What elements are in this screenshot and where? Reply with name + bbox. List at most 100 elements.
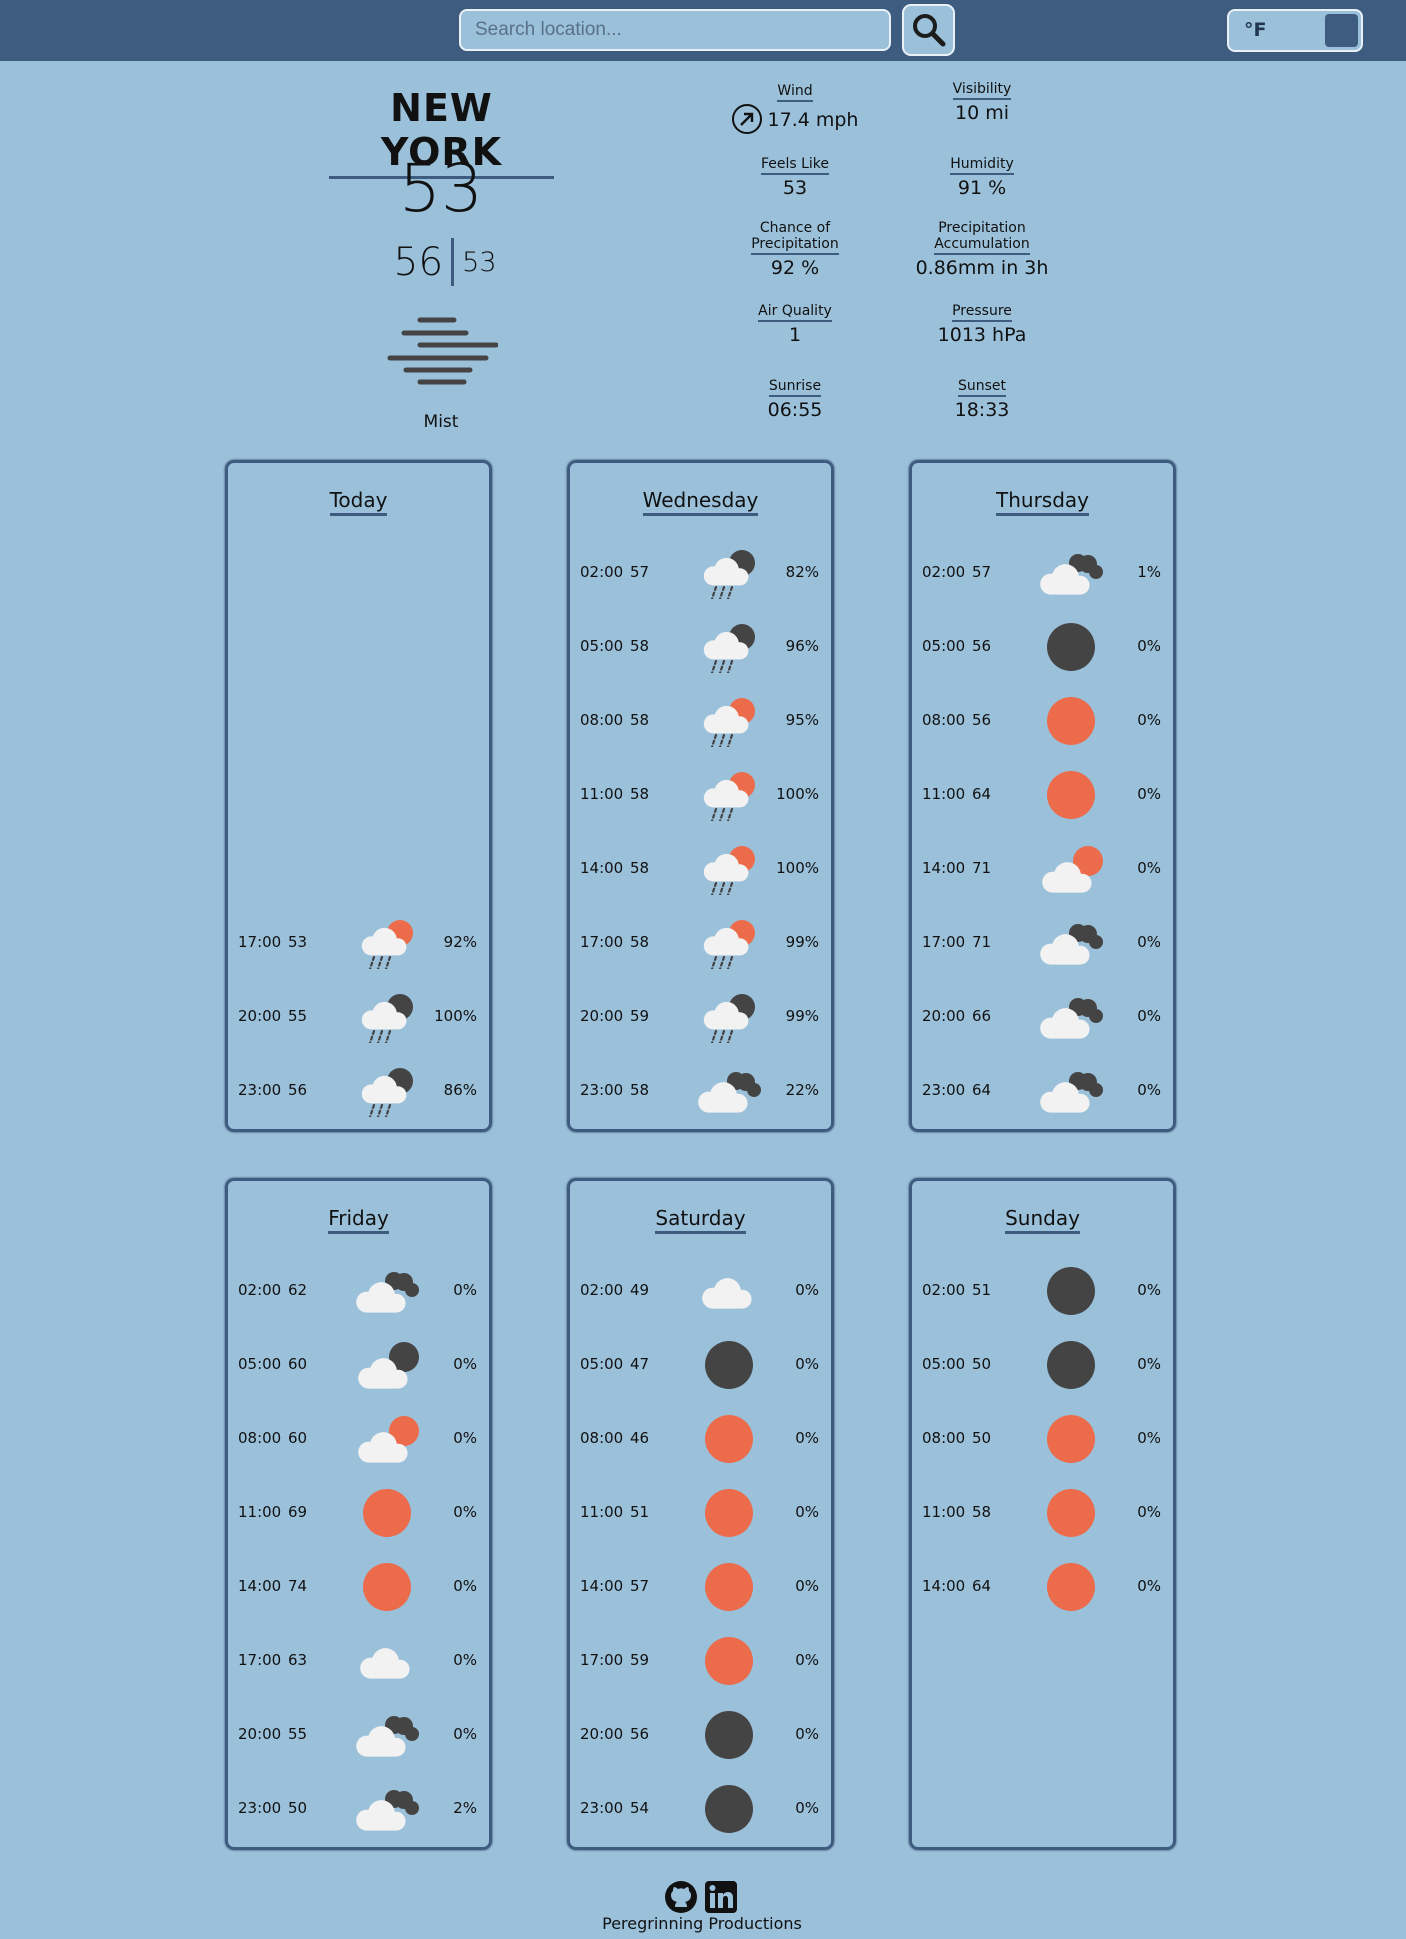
detail-value: 53	[782, 177, 808, 199]
forecast-temp: 58	[630, 933, 650, 951]
unit-toggle-label: °F	[1244, 19, 1267, 41]
forecast-time: 17:00	[580, 1651, 624, 1669]
forecast-day-title: Friday	[228, 1206, 489, 1234]
detail-value: 0.86mm in 3h	[915, 257, 1049, 279]
forecast-row: 23:00 56 86%	[228, 1060, 489, 1120]
forecast-time: 05:00	[922, 1355, 966, 1373]
unit-toggle[interactable]: °F	[1227, 9, 1363, 52]
detail-label: Sunset	[957, 378, 1007, 397]
forecast-time: 20:00	[238, 1725, 282, 1743]
forecast-row: 05:00 50 0%	[912, 1334, 1173, 1394]
forecast-row: 08:00 58 95%	[570, 690, 831, 750]
rain-night-icon	[703, 550, 755, 599]
forecast-precip-chance: 0%	[1137, 859, 1161, 877]
partly-cloudy-day-icon	[1042, 846, 1103, 893]
forecast-time: 20:00	[238, 1007, 282, 1025]
forecast-temp: 63	[288, 1651, 308, 1669]
rain-day-icon	[703, 920, 755, 969]
detail-sunset: Sunset 18:33	[897, 375, 1067, 421]
forecast-precip-chance: 0%	[1137, 1007, 1161, 1025]
forecast-row: 20:00 59 99%	[570, 986, 831, 1046]
forecast-time: 23:00	[238, 1799, 282, 1817]
forecast-precip-chance: 1%	[1137, 563, 1161, 581]
forecast-row: 20:00 55 100%	[228, 986, 489, 1046]
forecast-time: 05:00	[238, 1355, 282, 1373]
forecast-time: 17:00	[922, 933, 966, 951]
forecast-temp: 62	[288, 1281, 308, 1299]
high-low-divider	[451, 238, 455, 286]
cloud-icon	[360, 1648, 410, 1679]
forecast-row: 20:00 56 0%	[570, 1704, 831, 1764]
github-icon[interactable]	[664, 1880, 698, 1914]
forecast-temp: 50	[972, 1429, 992, 1447]
forecast-row: 23:00 54 0%	[570, 1778, 831, 1838]
forecast-temp: 64	[972, 1081, 992, 1099]
forecast-row: 11:00 51 0%	[570, 1482, 831, 1542]
forecast-precip-chance: 92%	[443, 933, 477, 951]
clouds-icon	[1040, 554, 1103, 595]
cloud-icon	[702, 1278, 752, 1309]
forecast-temp: 56	[972, 711, 992, 729]
forecast-temp: 56	[288, 1081, 308, 1099]
forecast-row: 02:00 57 82%	[570, 542, 831, 602]
forecast-time: 23:00	[922, 1081, 966, 1099]
detail-humidity: Humidity 91 %	[897, 153, 1067, 199]
forecast-temp: 59	[630, 1007, 650, 1025]
rain-night-icon	[703, 624, 755, 673]
forecast-precip-chance: 0%	[795, 1429, 819, 1447]
clear-day-icon	[363, 1563, 411, 1611]
forecast-day-title: Today	[228, 488, 489, 516]
forecast-temp: 57	[630, 1577, 650, 1595]
forecast-card-today: Today 17:00 53 92% 20:00 55 100% 23:00 56 86%	[225, 460, 492, 1132]
forecast-temp: 56	[972, 637, 992, 655]
forecast-precip-chance: 100%	[434, 1007, 477, 1025]
forecast-card-sunday: Sunday 02:00 51 0% 05:00 50 0% 08:00 50 0% 11:00 58…	[909, 1178, 1176, 1850]
forecast-time: 02:00	[580, 563, 624, 581]
forecast-row: 17:00 71 0%	[912, 912, 1173, 972]
forecast-precip-chance: 0%	[795, 1503, 819, 1521]
forecast-row: 23:00 58 22%	[570, 1060, 831, 1120]
forecast-row: 11:00 58 0%	[912, 1482, 1173, 1542]
forecast-time: 14:00	[580, 859, 624, 877]
clear-day-icon	[705, 1489, 753, 1537]
forecast-precip-chance: 2%	[453, 1799, 477, 1817]
clear-night-icon	[1047, 1341, 1095, 1389]
forecast-time: 11:00	[580, 1503, 624, 1521]
clear-day-icon	[1047, 697, 1095, 745]
search-button[interactable]	[902, 4, 955, 56]
forecast-row: 14:00 74 0%	[228, 1556, 489, 1616]
forecast-time: 14:00	[922, 859, 966, 877]
forecast-precip-chance: 0%	[453, 1651, 477, 1669]
forecast-row: 17:00 63 0%	[228, 1630, 489, 1690]
forecast-time: 20:00	[580, 1007, 624, 1025]
forecast-time: 08:00	[922, 711, 966, 729]
forecast-time: 20:00	[580, 1725, 624, 1743]
condition-text: Mist	[423, 412, 459, 432]
forecast-row: 20:00 55 0%	[228, 1704, 489, 1764]
forecast-precip-chance: 0%	[1137, 1429, 1161, 1447]
forecast-precip-chance: 0%	[1137, 933, 1161, 951]
clear-day-icon	[1047, 1415, 1095, 1463]
wind-direction-icon	[731, 104, 762, 134]
clear-day-icon	[705, 1563, 753, 1611]
forecast-precip-chance: 0%	[795, 1651, 819, 1669]
forecast-precip-chance: 0%	[795, 1355, 819, 1373]
forecast-temp: 53	[288, 933, 308, 951]
forecast-time: 23:00	[238, 1081, 282, 1099]
forecast-time: 17:00	[580, 933, 624, 951]
rain-day-icon	[703, 698, 755, 747]
forecast-row: 02:00 51 0%	[912, 1260, 1173, 1320]
forecast-temp: 64	[972, 1577, 992, 1595]
search-input[interactable]	[459, 9, 891, 51]
forecast-time: 02:00	[238, 1281, 282, 1299]
forecast-day-title: Thursday	[912, 488, 1173, 516]
rain-night-icon	[703, 994, 755, 1043]
forecast-precip-chance: 0%	[1137, 1281, 1161, 1299]
linkedin-icon[interactable]	[704, 1880, 738, 1914]
forecast-time: 14:00	[238, 1577, 282, 1595]
clouds-icon	[1040, 1072, 1103, 1113]
forecast-precip-chance: 0%	[453, 1429, 477, 1447]
detail-label: Wind	[777, 83, 813, 102]
unit-toggle-knob[interactable]	[1325, 14, 1358, 47]
high-temperature: 56	[393, 239, 444, 285]
